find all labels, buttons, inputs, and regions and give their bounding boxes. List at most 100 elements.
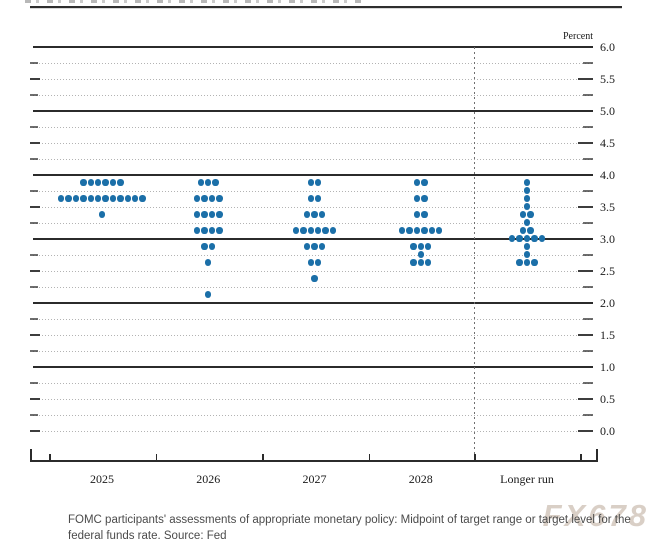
y-gridline-right-dash bbox=[583, 222, 593, 224]
y-gridline-solid bbox=[33, 109, 593, 112]
x-axis-label-2028: 2028 bbox=[408, 472, 433, 486]
participant-dot bbox=[520, 211, 527, 218]
dot-row-2025 bbox=[98, 211, 106, 218]
participant-dot bbox=[72, 195, 80, 202]
dot-row-2027 bbox=[307, 195, 322, 202]
participant-dot bbox=[311, 275, 318, 282]
y-gridline-dotted bbox=[33, 190, 593, 192]
y-gridline-right-dash bbox=[583, 318, 593, 320]
dot-row-2027 bbox=[292, 227, 337, 234]
dot-row-2027 bbox=[303, 243, 326, 250]
y-gridline-right-dash bbox=[578, 206, 593, 208]
y-gridline-left-dash bbox=[30, 334, 40, 336]
y-axis-label: 2.0 bbox=[600, 295, 615, 310]
participant-dot bbox=[424, 259, 432, 266]
cropped-text-remnant bbox=[25, 0, 365, 3]
participant-dot bbox=[421, 211, 428, 218]
x-axis-tick bbox=[49, 454, 51, 461]
y-gridline-dotted bbox=[33, 334, 593, 336]
participant-dot bbox=[303, 211, 311, 218]
y-gridline-left-dash bbox=[30, 222, 38, 224]
dot-row-2028 bbox=[399, 227, 443, 234]
participant-dot bbox=[208, 227, 216, 234]
participant-dot bbox=[527, 211, 534, 218]
x-axis-label-2025: 2025 bbox=[90, 472, 114, 486]
participant-dot bbox=[307, 179, 314, 186]
y-gridline-left-dash bbox=[30, 270, 40, 272]
participant-dot bbox=[314, 227, 322, 234]
dot-row-2026 bbox=[193, 211, 223, 218]
participant-dot bbox=[523, 235, 531, 242]
participant-dot bbox=[208, 211, 216, 218]
x-axis-tick bbox=[474, 454, 476, 461]
y-gridline-right-dash bbox=[578, 430, 593, 432]
participant-dot bbox=[139, 195, 146, 202]
participant-dot bbox=[307, 227, 314, 234]
y-gridline-left-dash bbox=[30, 126, 38, 128]
dot-row-longer-run bbox=[520, 227, 534, 234]
y-axis-label: 0.0 bbox=[600, 423, 615, 438]
dot-row-longer-run bbox=[520, 211, 534, 218]
y-axis-label: 5.0 bbox=[600, 103, 615, 118]
participant-dot bbox=[509, 235, 516, 242]
y-gridline-right-dash bbox=[583, 286, 593, 288]
dot-row-2026 bbox=[205, 259, 212, 266]
dot-row-2028 bbox=[413, 211, 428, 218]
fomc-dot-plot-chart: Percent 6.0 5.5 5.0 4.5 4.0 3.5 3.0 2.5 2.0 1.5 1.… bbox=[30, 31, 615, 486]
participant-dot bbox=[307, 195, 314, 202]
dot-row-2026 bbox=[205, 291, 212, 298]
y-gridline-left-dash bbox=[30, 382, 38, 384]
x-axis-label-longer-run: Longer run bbox=[500, 472, 554, 486]
y-gridline-left-dash bbox=[30, 158, 38, 160]
participant-dot bbox=[95, 195, 102, 202]
y-gridline-right-dash bbox=[578, 398, 593, 400]
dot-row-longer-run bbox=[523, 243, 531, 250]
y-axis-label: 2.5 bbox=[600, 263, 615, 278]
y-gridline-dotted bbox=[33, 414, 593, 416]
participant-dot bbox=[531, 259, 538, 266]
y-axis-label: 6.0 bbox=[600, 39, 615, 54]
y-gridline-right-dash bbox=[583, 62, 593, 64]
y-gridline-dotted bbox=[33, 318, 593, 320]
y-gridline-solid bbox=[33, 173, 593, 176]
y-gridline-right-dash bbox=[578, 270, 593, 272]
participant-dot bbox=[523, 195, 531, 202]
top-rule bbox=[30, 6, 622, 9]
participant-dot bbox=[201, 227, 208, 234]
y-gridline-solid bbox=[33, 365, 593, 368]
y-axis-label: 1.0 bbox=[600, 359, 615, 374]
dot-row-longer-run bbox=[516, 259, 538, 266]
participant-dot bbox=[208, 195, 216, 202]
y-gridline-dotted bbox=[33, 430, 593, 432]
y-gridline-dotted bbox=[33, 222, 593, 224]
dot-row-longer-run bbox=[523, 195, 531, 202]
y-axis-label: 1.5 bbox=[600, 327, 615, 342]
participant-dot bbox=[58, 195, 65, 202]
y-gridline-left-dash bbox=[30, 78, 40, 80]
y-gridline-right-dash bbox=[583, 126, 593, 128]
x-axis-left-endcap bbox=[30, 449, 32, 461]
participant-dot bbox=[95, 179, 102, 186]
dot-row-2028 bbox=[413, 195, 428, 202]
y-gridline-left-dash bbox=[30, 350, 38, 352]
participant-dot bbox=[436, 227, 443, 234]
y-gridline-left-dash bbox=[30, 62, 38, 64]
participant-dot bbox=[216, 227, 223, 234]
y-axis-label: 4.0 bbox=[600, 167, 615, 182]
participant-dot bbox=[87, 195, 95, 202]
participant-dot bbox=[205, 179, 212, 186]
x-axis-tick bbox=[262, 454, 264, 461]
y-gridline-right-dash bbox=[578, 334, 593, 336]
y-gridline-left-dash bbox=[30, 94, 38, 96]
participant-dot bbox=[117, 179, 124, 186]
participant-dot bbox=[520, 227, 527, 234]
x-axis-label-2027: 2027 bbox=[302, 472, 327, 486]
participant-dot bbox=[417, 243, 424, 250]
participant-dot bbox=[531, 235, 538, 242]
y-gridline-right-dash bbox=[583, 414, 593, 416]
participant-dot bbox=[410, 243, 417, 250]
participant-dot bbox=[205, 259, 212, 266]
participant-dot bbox=[197, 179, 205, 186]
participant-dot bbox=[216, 211, 223, 218]
y-axis-label: 3.0 bbox=[600, 231, 615, 246]
